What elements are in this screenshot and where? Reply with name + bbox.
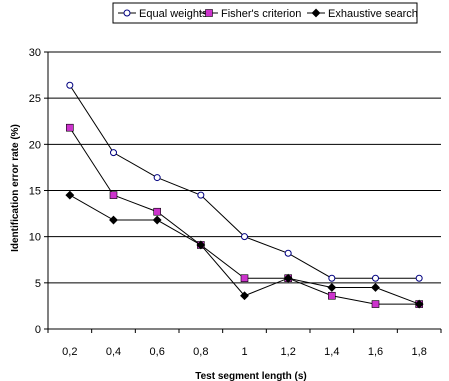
axes — [44, 51, 442, 333]
data-point — [110, 149, 117, 157]
y-tick-label: 10 — [29, 232, 41, 244]
legend-marker — [311, 8, 321, 18]
data-point — [153, 174, 161, 182]
data-point — [240, 274, 249, 283]
y-tick-label: 20 — [29, 139, 41, 151]
x-tick-label: 0,6 — [150, 346, 165, 358]
data-point — [371, 300, 380, 308]
series-line — [69, 194, 420, 305]
legend-box — [112, 2, 418, 24]
series-1 — [66, 81, 423, 282]
x-tick-label: 0,8 — [193, 346, 208, 358]
data-point — [414, 299, 424, 309]
legend-marker — [123, 9, 131, 17]
x-tick-label: 1 — [241, 346, 247, 358]
x-tick-labels: 0,2 0,4 0,6 0,8 1 1,2 1,4 1,6 1,8 — [62, 346, 427, 358]
y-tick-label: 0 — [35, 324, 41, 336]
y-axis-title: Identification error rate (%) — [10, 124, 21, 252]
data-point — [327, 283, 337, 292]
data-point — [109, 215, 118, 225]
series-line — [69, 84, 420, 279]
data-point — [152, 215, 162, 225]
legend-marker — [205, 9, 213, 17]
x-tick-label: 0,4 — [106, 346, 121, 358]
y-tick-label: 25 — [29, 93, 41, 105]
legend-label: Equal weights — [139, 8, 208, 20]
gridlines — [48, 51, 441, 284]
data-point — [196, 240, 206, 250]
data-point — [197, 191, 205, 199]
legend: Equal weights Fisher's criterion Exhaustiv… — [112, 2, 418, 24]
x-tick-label: 0,2 — [62, 346, 77, 358]
data-point — [284, 249, 292, 257]
y-tick-label: 15 — [29, 186, 41, 198]
x-tick-label: 1,4 — [324, 346, 339, 358]
data-point — [109, 191, 118, 199]
data-point — [372, 274, 379, 282]
legend-label: Fisher's criterion — [221, 8, 301, 20]
series-3 — [65, 190, 424, 309]
legend-entry: Fisher's criterion — [200, 8, 301, 20]
y-tick-label: 30 — [29, 47, 41, 59]
data-point — [241, 233, 248, 241]
series-2 — [66, 123, 423, 308]
legend-entry: Equal weights — [118, 8, 208, 20]
y-tick-label: 5 — [35, 278, 41, 290]
data-point — [66, 81, 74, 89]
data-point — [240, 291, 249, 301]
data-point — [371, 283, 380, 292]
data-point — [283, 273, 293, 283]
x-axis-title: Test segment length (s) — [195, 371, 307, 381]
data-point — [415, 274, 423, 282]
x-tick-label: 1,8 — [412, 346, 427, 358]
y-tick-labels: 0 5 10 15 20 25 30 — [29, 47, 41, 336]
data-point — [153, 207, 161, 216]
series-group — [65, 81, 424, 309]
x-tick-label: 1,2 — [281, 346, 296, 358]
legend-entry: Exhaustive search — [307, 8, 418, 20]
data-point — [328, 274, 336, 282]
legend-label: Exhaustive search — [328, 8, 418, 20]
data-point — [65, 190, 75, 200]
data-point — [328, 291, 336, 300]
data-point — [66, 123, 74, 132]
x-tick-label: 1,6 — [368, 346, 383, 358]
